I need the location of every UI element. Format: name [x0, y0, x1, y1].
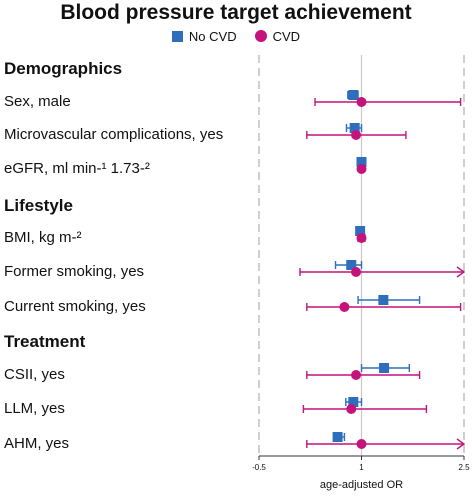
point-estimate-square — [348, 90, 359, 100]
row-label: Sex, male — [4, 93, 71, 110]
section-header: Treatment — [4, 332, 86, 351]
legend: No CVD CVD — [0, 27, 472, 45]
row-label: BMI, kg m-² — [4, 229, 82, 246]
point-estimate-circle — [356, 233, 367, 243]
legend-item-cvd: CVD — [254, 28, 301, 44]
chart-title: Blood pressure target achievement — [60, 1, 412, 24]
point-estimate-circle — [356, 164, 367, 174]
row-label: CSII, yes — [4, 366, 65, 383]
row-label: Microvascular complications, yes — [4, 126, 223, 143]
point-estimate-square — [332, 432, 343, 442]
point-estimate-circle — [351, 267, 362, 277]
point-estimate-square — [378, 295, 389, 305]
legend-label-no-cvd: No CVD — [188, 28, 237, 44]
row-label: Current smoking, yes — [4, 298, 146, 315]
row-label: eGFR, ml min-¹ 1.73-² — [4, 160, 150, 177]
legend-item-no-cvd: No CVD — [171, 28, 237, 44]
row-label: LLM, yes — [4, 400, 65, 417]
point-estimate-circle — [356, 97, 367, 107]
point-estimate-circle — [351, 370, 362, 380]
point-estimate-square — [355, 226, 366, 236]
point-estimate-square — [346, 260, 357, 270]
x-axis-title: age-adjusted OR — [320, 479, 403, 491]
legend-label-cvd: CVD — [272, 28, 301, 44]
x-tick-label: 2.5 — [458, 463, 470, 472]
ci-arrow-high — [456, 266, 466, 278]
section-header: Demographics — [4, 59, 122, 78]
point-estimate-circle — [351, 130, 362, 140]
row-label: Former smoking, yes — [4, 263, 144, 280]
section-header: Lifestyle — [4, 196, 73, 215]
point-estimate-circle — [356, 439, 367, 449]
x-tick-label: -0.5 — [252, 463, 266, 472]
point-estimate-square — [379, 363, 390, 373]
point-estimate-square — [349, 123, 360, 133]
x-tick-label: 1 — [359, 463, 364, 472]
ci-arrow-high — [456, 438, 466, 450]
legend-circle-marker — [254, 30, 267, 42]
point-estimate-circle — [339, 302, 350, 312]
point-estimate-square — [356, 157, 367, 167]
row-label: AHM, yes — [4, 435, 69, 452]
point-estimate-square — [348, 397, 359, 407]
point-estimate-circle — [346, 404, 357, 414]
legend-square-marker — [171, 30, 183, 42]
